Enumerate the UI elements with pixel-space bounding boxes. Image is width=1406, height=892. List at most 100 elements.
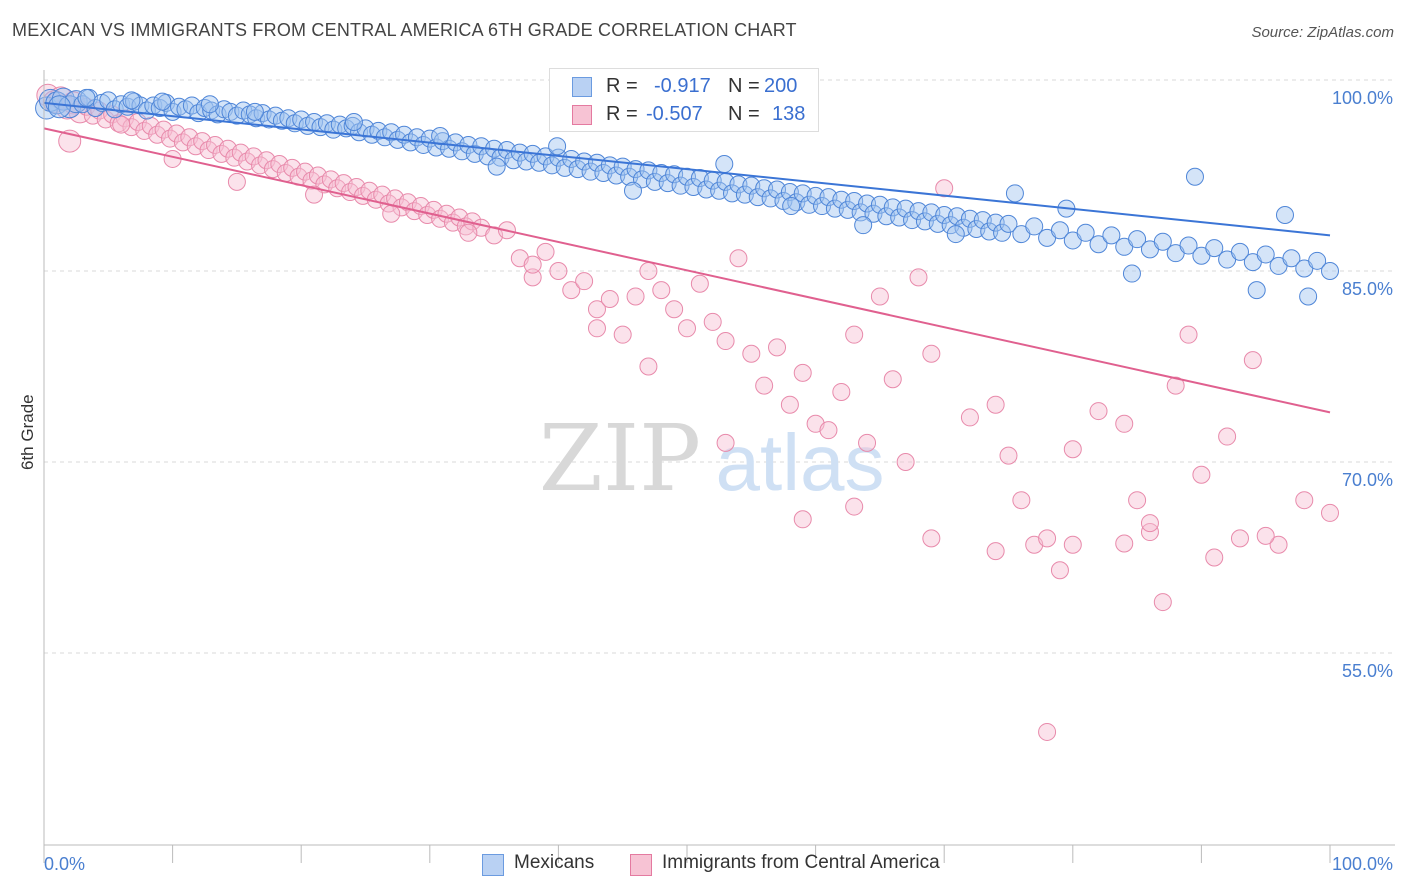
mexicans-point bbox=[652, 163, 671, 182]
mexicans-point bbox=[671, 176, 690, 195]
central-america-point bbox=[1153, 593, 1172, 612]
central-america-point bbox=[883, 370, 902, 389]
mexicans-point bbox=[200, 95, 219, 114]
central-america-point bbox=[922, 344, 941, 363]
mexicans-point bbox=[487, 157, 506, 176]
mexicans-point bbox=[122, 91, 141, 110]
central-america-point bbox=[858, 433, 877, 452]
mexicans-point bbox=[1185, 167, 1204, 186]
central-america-point bbox=[639, 357, 658, 376]
central-america-point bbox=[459, 223, 478, 242]
central-america-point bbox=[652, 281, 671, 300]
central-america-point bbox=[587, 300, 606, 319]
central-america-point bbox=[755, 376, 774, 395]
central-america-point bbox=[922, 529, 941, 548]
central-america-point bbox=[1321, 503, 1339, 522]
central-america-point bbox=[1089, 402, 1108, 421]
central-america-point bbox=[1128, 491, 1147, 510]
central-america-point bbox=[793, 510, 812, 529]
stats-legend: R = -0.917 N = 200 R = -0.507 N = 138 bbox=[549, 68, 819, 132]
mexicans-point bbox=[1205, 239, 1224, 258]
chart-title: MEXICAN VS IMMIGRANTS FROM CENTRAL AMERI… bbox=[12, 20, 797, 40]
mexicans-swatch bbox=[572, 77, 592, 97]
y-tick-label: 70.0% bbox=[1342, 470, 1393, 490]
watermark-zip: ZIP bbox=[539, 405, 701, 512]
mexicans-legend-label: Mexicans bbox=[514, 852, 595, 873]
central-america-point bbox=[845, 497, 864, 516]
mexicans-point bbox=[715, 155, 734, 174]
mexicans-point bbox=[607, 166, 626, 185]
central-america-trend-line bbox=[43, 127, 1331, 414]
central-america-point bbox=[1050, 561, 1069, 580]
mexicans-point bbox=[780, 183, 799, 202]
mexicans-point bbox=[883, 198, 902, 217]
mexicans-point bbox=[1089, 235, 1108, 254]
central-america-point bbox=[1166, 376, 1185, 395]
mexicans-point bbox=[1256, 245, 1275, 264]
mexicans-point bbox=[960, 209, 979, 228]
central-america-point bbox=[626, 287, 645, 306]
mexicans-point bbox=[986, 213, 1005, 232]
central-america-point bbox=[1140, 514, 1159, 533]
n-label: N = bbox=[728, 75, 760, 97]
mexicans-point bbox=[1247, 281, 1266, 300]
central-america-point bbox=[716, 433, 735, 452]
mexicans-point bbox=[47, 95, 71, 119]
mexicans-point bbox=[555, 158, 574, 177]
mexicans-trend-line bbox=[43, 101, 1331, 237]
mexicans-point bbox=[909, 202, 928, 221]
central-america-point bbox=[729, 249, 748, 268]
central-america-point bbox=[793, 363, 812, 382]
mexicans-legend-swatch bbox=[482, 854, 504, 876]
mexicans-point bbox=[755, 179, 774, 198]
mexicans-point bbox=[645, 172, 664, 191]
mexicans-point bbox=[77, 88, 96, 107]
central-america-point bbox=[562, 281, 581, 300]
central-america-point bbox=[742, 344, 761, 363]
central-america-point bbox=[832, 382, 851, 401]
mexicans-point bbox=[806, 186, 825, 205]
axes bbox=[43, 70, 1395, 863]
mexicans-point bbox=[748, 188, 767, 207]
central-america-n-value: 138 bbox=[772, 103, 806, 125]
y-tick-label: 100.0% bbox=[1332, 88, 1393, 108]
central-america-point bbox=[1230, 529, 1249, 548]
central-america-point bbox=[1179, 325, 1198, 344]
central-america-point bbox=[523, 255, 542, 274]
legend-row-central-america: R = -0.507 N = 138 bbox=[550, 101, 818, 131]
central-america-point bbox=[819, 421, 838, 440]
central-america-point bbox=[1256, 526, 1275, 545]
central-america-point bbox=[986, 395, 1005, 414]
central-america-point bbox=[1063, 440, 1082, 459]
series-legend: Mexicans Immigrants from Central America bbox=[0, 852, 1406, 876]
central-america-point bbox=[1218, 427, 1237, 446]
mexicans-point bbox=[1128, 230, 1147, 249]
mexicans-point bbox=[1275, 205, 1294, 224]
central-america-point bbox=[986, 542, 1005, 561]
mexicans-point bbox=[935, 205, 954, 224]
mexicans-point bbox=[1153, 232, 1172, 251]
mexicans-point bbox=[1321, 262, 1339, 280]
mexicans-point bbox=[1005, 184, 1024, 203]
central-america-point bbox=[1115, 534, 1134, 553]
mexicans-point bbox=[999, 214, 1018, 233]
mexicans-point bbox=[623, 181, 642, 200]
mexicans-r-value: -0.917 bbox=[654, 75, 711, 97]
mexicans-point bbox=[153, 92, 172, 111]
central-america-point bbox=[523, 268, 542, 287]
r-label: R = bbox=[606, 103, 638, 125]
source-note: Source: ZipAtlas.com bbox=[1251, 24, 1394, 41]
mexicans-point bbox=[697, 180, 716, 199]
watermark-atlas: atlas bbox=[716, 418, 885, 507]
central-america-point bbox=[703, 312, 722, 331]
mexicans-point bbox=[877, 207, 896, 226]
trend-lines bbox=[43, 101, 1331, 414]
mexicans-point bbox=[782, 197, 801, 216]
central-america-point bbox=[1269, 535, 1288, 554]
mexicans-point bbox=[344, 113, 363, 132]
central-america-point bbox=[587, 319, 606, 338]
mexicans-point bbox=[1230, 242, 1249, 261]
tick-labels: 100.0% 85.0% 70.0% 55.0% 0.0% 100.0% bbox=[44, 88, 1393, 874]
mexicans-point bbox=[928, 214, 947, 233]
